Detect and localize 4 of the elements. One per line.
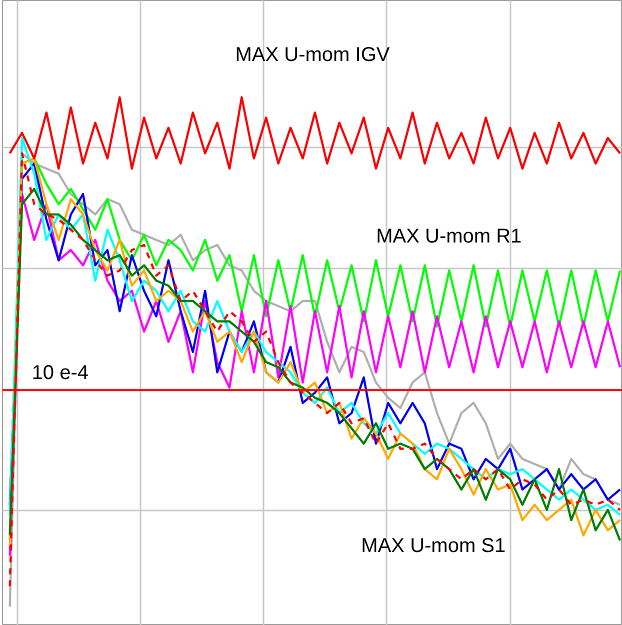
text: MAX U-mom IGV	[235, 44, 390, 66]
annotation: MAX U-mom R1	[376, 225, 522, 248]
ref-line-label: 10 e-4	[32, 362, 89, 384]
annotation: MAX U-mom S1	[361, 534, 506, 557]
